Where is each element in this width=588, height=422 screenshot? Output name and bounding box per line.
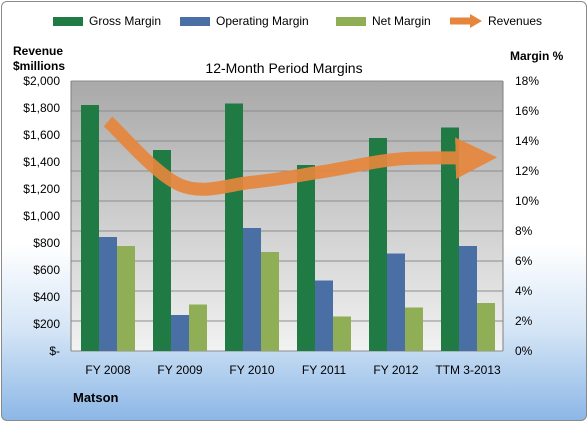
bar-gross-margin bbox=[153, 150, 171, 351]
category-label: FY 2008 bbox=[85, 363, 130, 377]
left-axis-title-unit: $millions bbox=[13, 59, 65, 73]
bar-net-margin bbox=[405, 307, 423, 351]
right-axis-title: Margin % bbox=[510, 49, 564, 63]
left-tick-label: $1,800 bbox=[23, 101, 60, 115]
category-label: FY 2009 bbox=[157, 363, 202, 377]
legend-arrow-icon bbox=[470, 14, 482, 28]
bar-operating-margin bbox=[315, 280, 333, 351]
right-tick-label: 18% bbox=[515, 74, 539, 88]
bar-operating-margin bbox=[99, 237, 117, 351]
bar-net-margin bbox=[477, 303, 495, 351]
bar-net-margin bbox=[117, 246, 135, 351]
legend-label: Revenues bbox=[488, 14, 542, 28]
left-tick-label: $400 bbox=[33, 290, 60, 304]
bar-gross-margin bbox=[81, 105, 99, 351]
bar-gross-margin bbox=[225, 103, 243, 351]
left-axis-title: Revenue bbox=[13, 44, 63, 58]
chart-title: 12-Month Period Margins bbox=[205, 60, 362, 76]
legend-label: Operating Margin bbox=[216, 14, 309, 28]
legend-swatch bbox=[53, 17, 83, 26]
bar-operating-margin bbox=[243, 228, 261, 351]
left-tick-label: $- bbox=[49, 344, 60, 358]
category-label: FY 2010 bbox=[229, 363, 274, 377]
legend-label: Gross Margin bbox=[89, 14, 161, 28]
left-tick-label: $1,600 bbox=[23, 128, 60, 142]
bar-operating-margin bbox=[171, 315, 189, 351]
right-tick-label: 4% bbox=[515, 284, 533, 298]
bar-operating-margin bbox=[387, 253, 405, 351]
right-tick-label: 12% bbox=[515, 164, 539, 178]
bar-gross-margin bbox=[297, 165, 315, 351]
legend-swatch bbox=[336, 17, 366, 26]
left-tick-label: $1,200 bbox=[23, 182, 60, 196]
right-tick-label: 6% bbox=[515, 254, 533, 268]
legend-swatch bbox=[180, 17, 210, 26]
left-tick-label: $200 bbox=[33, 317, 60, 331]
right-tick-label: 2% bbox=[515, 314, 533, 328]
bar-gross-margin bbox=[369, 138, 387, 351]
bar-net-margin bbox=[261, 252, 279, 351]
left-tick-label: $1,000 bbox=[23, 209, 60, 223]
bar-net-margin bbox=[189, 304, 207, 351]
left-tick-label: $600 bbox=[33, 263, 60, 277]
company-label: Matson bbox=[73, 390, 119, 405]
category-label: FY 2011 bbox=[302, 363, 347, 377]
left-tick-label: $800 bbox=[33, 236, 60, 250]
left-tick-label: $1,400 bbox=[23, 155, 60, 169]
right-tick-label: 10% bbox=[515, 194, 539, 208]
right-tick-label: 8% bbox=[515, 224, 533, 238]
revenue-line bbox=[103, 116, 498, 196]
bar-net-margin bbox=[333, 316, 351, 351]
bar-operating-margin bbox=[459, 246, 477, 351]
left-tick-label: $2,000 bbox=[23, 74, 60, 88]
legend-label: Net Margin bbox=[372, 14, 431, 28]
bar-gross-margin bbox=[441, 127, 459, 351]
category-label: TTM 3-2013 bbox=[435, 363, 501, 377]
right-tick-label: 16% bbox=[515, 104, 539, 118]
right-tick-label: 0% bbox=[515, 344, 533, 358]
category-label: FY 2012 bbox=[373, 363, 418, 377]
plot-area bbox=[71, 81, 503, 351]
right-tick-label: 14% bbox=[515, 134, 539, 148]
